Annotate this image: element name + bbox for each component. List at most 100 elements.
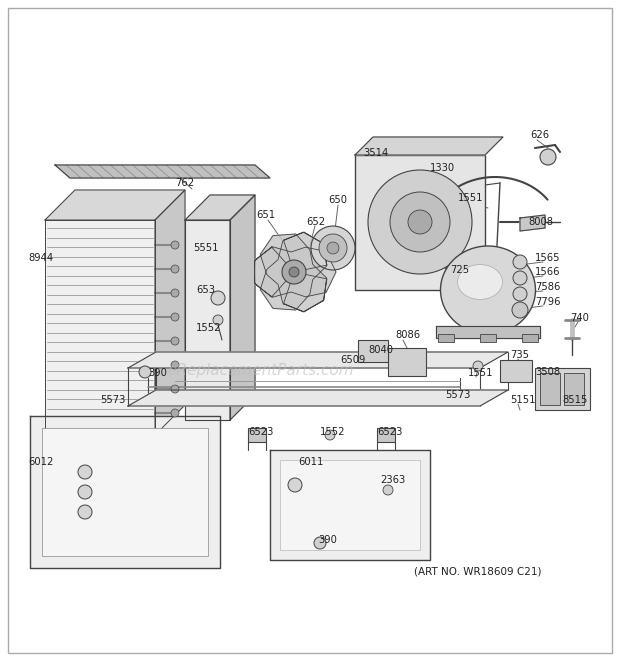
Text: 2363: 2363 bbox=[380, 475, 405, 485]
Circle shape bbox=[540, 149, 556, 165]
Polygon shape bbox=[185, 220, 230, 420]
Text: 5151: 5151 bbox=[510, 395, 536, 405]
Circle shape bbox=[319, 234, 347, 262]
Circle shape bbox=[288, 478, 302, 492]
Circle shape bbox=[513, 287, 527, 301]
Bar bbox=[535, 368, 590, 410]
Bar bbox=[522, 334, 538, 342]
Bar bbox=[480, 334, 496, 342]
Ellipse shape bbox=[458, 264, 502, 299]
Text: 3508: 3508 bbox=[535, 367, 560, 377]
Polygon shape bbox=[30, 416, 220, 568]
Text: 6011: 6011 bbox=[298, 457, 324, 467]
Text: 390: 390 bbox=[148, 368, 167, 378]
Polygon shape bbox=[128, 390, 508, 406]
Text: 7796: 7796 bbox=[535, 297, 560, 307]
Circle shape bbox=[78, 465, 92, 479]
Text: 390: 390 bbox=[318, 535, 337, 545]
Text: 1565: 1565 bbox=[535, 253, 560, 263]
Text: 5551: 5551 bbox=[193, 243, 218, 253]
Text: 7586: 7586 bbox=[535, 282, 560, 292]
Bar bbox=[500, 360, 532, 382]
Text: 1551: 1551 bbox=[458, 193, 484, 203]
Circle shape bbox=[171, 289, 179, 297]
Circle shape bbox=[171, 337, 179, 345]
Bar bbox=[438, 334, 454, 342]
Polygon shape bbox=[45, 220, 155, 435]
Circle shape bbox=[289, 267, 299, 277]
Text: 6509: 6509 bbox=[340, 355, 365, 365]
Circle shape bbox=[171, 385, 179, 393]
Bar bbox=[540, 373, 560, 405]
Circle shape bbox=[311, 226, 355, 270]
Circle shape bbox=[171, 313, 179, 321]
Circle shape bbox=[325, 430, 335, 440]
Text: 6523: 6523 bbox=[377, 427, 402, 437]
Polygon shape bbox=[128, 352, 508, 368]
Text: 1551: 1551 bbox=[468, 368, 494, 378]
Text: 1552: 1552 bbox=[196, 323, 221, 333]
Bar bbox=[42, 428, 208, 556]
Text: 652: 652 bbox=[306, 217, 325, 227]
Circle shape bbox=[383, 485, 393, 495]
Polygon shape bbox=[520, 215, 545, 231]
Text: 6012: 6012 bbox=[28, 457, 53, 467]
Text: 8515: 8515 bbox=[562, 395, 587, 405]
Text: 1552: 1552 bbox=[320, 427, 345, 437]
Polygon shape bbox=[185, 195, 255, 220]
Circle shape bbox=[513, 271, 527, 285]
Text: 5573: 5573 bbox=[445, 390, 471, 400]
Text: 3514: 3514 bbox=[363, 148, 388, 158]
Text: (ART NO. WR18609 C21): (ART NO. WR18609 C21) bbox=[414, 566, 541, 577]
Circle shape bbox=[78, 485, 92, 499]
Circle shape bbox=[314, 537, 326, 549]
Ellipse shape bbox=[440, 246, 536, 334]
Polygon shape bbox=[436, 326, 540, 338]
Text: 5573: 5573 bbox=[100, 395, 125, 405]
Circle shape bbox=[211, 291, 225, 305]
Text: 8008: 8008 bbox=[528, 217, 553, 227]
Text: 1330: 1330 bbox=[430, 163, 455, 173]
Bar bbox=[564, 373, 584, 405]
Bar bbox=[358, 340, 388, 362]
Circle shape bbox=[282, 260, 306, 284]
Circle shape bbox=[473, 361, 483, 371]
Text: eReplacementParts.com: eReplacementParts.com bbox=[167, 363, 354, 377]
Text: 8944: 8944 bbox=[28, 253, 53, 263]
Circle shape bbox=[171, 409, 179, 417]
Circle shape bbox=[171, 265, 179, 273]
Bar bbox=[388, 348, 426, 376]
Text: 762: 762 bbox=[175, 178, 194, 188]
Circle shape bbox=[171, 241, 179, 249]
Bar bbox=[377, 428, 395, 442]
Text: 725: 725 bbox=[450, 265, 469, 275]
Circle shape bbox=[390, 192, 450, 252]
Polygon shape bbox=[55, 165, 270, 178]
Text: 740: 740 bbox=[570, 313, 589, 323]
Circle shape bbox=[171, 361, 179, 369]
Circle shape bbox=[139, 366, 151, 378]
Text: 650: 650 bbox=[328, 195, 347, 205]
Text: 735: 735 bbox=[510, 350, 529, 360]
Bar bbox=[280, 460, 420, 550]
Text: 651: 651 bbox=[256, 210, 275, 220]
Text: 653: 653 bbox=[196, 285, 215, 295]
Polygon shape bbox=[260, 234, 327, 312]
Polygon shape bbox=[355, 137, 503, 155]
Polygon shape bbox=[260, 232, 327, 310]
Circle shape bbox=[408, 210, 432, 234]
Text: 8040: 8040 bbox=[368, 345, 393, 355]
Circle shape bbox=[78, 505, 92, 519]
Circle shape bbox=[513, 255, 527, 269]
Circle shape bbox=[368, 170, 472, 274]
Circle shape bbox=[213, 315, 223, 325]
Polygon shape bbox=[45, 190, 185, 220]
Circle shape bbox=[327, 242, 339, 254]
Polygon shape bbox=[230, 195, 255, 420]
Polygon shape bbox=[270, 450, 430, 560]
Bar bbox=[355, 155, 485, 290]
Text: 6523: 6523 bbox=[248, 427, 273, 437]
Text: 626: 626 bbox=[530, 130, 549, 140]
Circle shape bbox=[512, 302, 528, 318]
Polygon shape bbox=[155, 190, 185, 435]
